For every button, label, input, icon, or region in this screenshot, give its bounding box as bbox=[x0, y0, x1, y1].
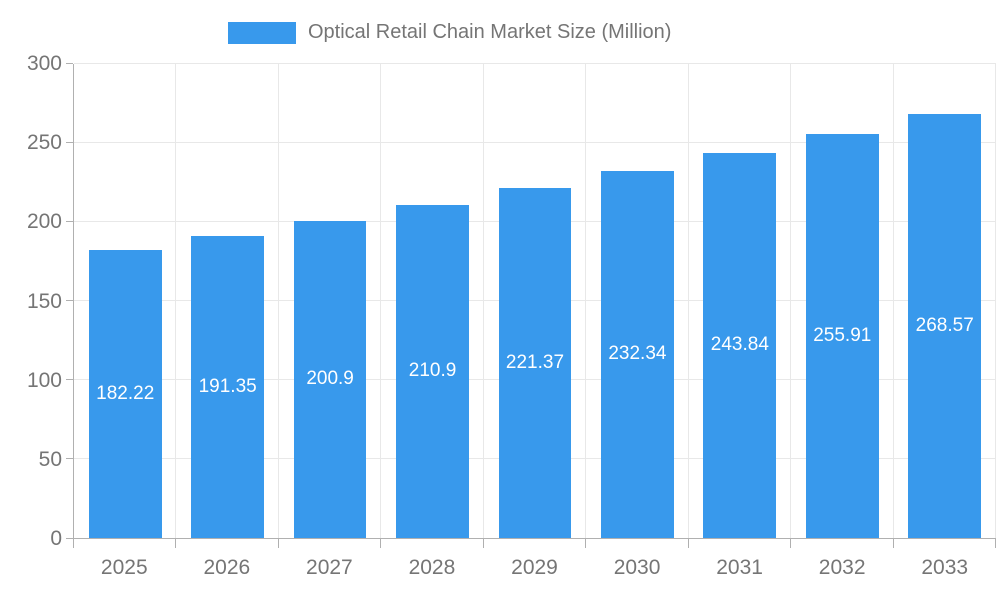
gridline-horizontal bbox=[74, 142, 996, 143]
gridline-vertical bbox=[277, 64, 279, 538]
legend-swatch bbox=[228, 21, 296, 44]
bar-slot: 268.57 bbox=[894, 64, 996, 538]
x-axis-tick bbox=[585, 539, 587, 548]
bar[interactable]: 255.91 bbox=[805, 133, 879, 538]
y-axis-label: 150 bbox=[26, 289, 62, 313]
bar[interactable]: 182.22 bbox=[88, 250, 162, 538]
x-axis-tick bbox=[892, 539, 894, 548]
bar-value-label: 182.22 bbox=[96, 383, 155, 405]
bar[interactable]: 232.34 bbox=[601, 170, 674, 538]
bar[interactable]: 268.57 bbox=[908, 113, 982, 538]
gridline-vertical bbox=[892, 64, 894, 538]
x-axis-label: 2026 bbox=[203, 556, 251, 579]
x-axis-tick bbox=[380, 539, 382, 548]
bar[interactable]: 243.84 bbox=[703, 152, 777, 538]
gridline-vertical bbox=[687, 64, 689, 538]
y-axis-tick bbox=[66, 221, 73, 223]
bar-value-label: 243.84 bbox=[710, 334, 769, 356]
gridline-vertical bbox=[482, 64, 484, 538]
gridline-vertical bbox=[995, 64, 996, 538]
x-axis-label: 2028 bbox=[408, 556, 456, 579]
x-axis-label: 2025 bbox=[100, 556, 148, 579]
plot-area: 182.22 191.35 200.9 210.9 221.37 232.34 243.84… bbox=[66, 63, 996, 548]
bar[interactable]: 221.37 bbox=[498, 188, 572, 538]
y-axis-label: 50 bbox=[38, 447, 62, 471]
y-axis-label: 0 bbox=[50, 527, 62, 550]
bar-value-label: 268.57 bbox=[915, 314, 974, 336]
bar-slot: 232.34 bbox=[586, 64, 688, 538]
y-axis-label: 250 bbox=[26, 131, 62, 155]
bar-value-label: 191.35 bbox=[198, 375, 257, 397]
y-axis-tick bbox=[66, 300, 73, 301]
x-axis-label: 2031 bbox=[716, 556, 763, 579]
x-axis-tick bbox=[73, 539, 74, 548]
x-axis-label: 2033 bbox=[921, 556, 969, 579]
bar-value-label: 255.91 bbox=[813, 324, 872, 346]
bar-value-label: 200.9 bbox=[306, 368, 354, 390]
bar[interactable]: 191.35 bbox=[191, 235, 265, 538]
y-axis-label: 300 bbox=[26, 52, 62, 75]
bar-slot: 255.91 bbox=[791, 64, 893, 538]
bar[interactable]: 200.9 bbox=[293, 220, 367, 538]
legend-label: Optical Retail Chain Market Size (Millio… bbox=[308, 21, 672, 43]
bar-value-label: 232.34 bbox=[608, 343, 667, 365]
bar-slot: 221.37 bbox=[484, 64, 586, 538]
gridline-vertical bbox=[585, 64, 587, 538]
x-axis-tick bbox=[175, 539, 177, 548]
y-axis-tick bbox=[66, 458, 73, 460]
x-axis-tick bbox=[995, 539, 996, 548]
x-axis-tick bbox=[687, 539, 689, 548]
y-axis-label: 200 bbox=[26, 210, 62, 234]
x-axis-label: 2029 bbox=[511, 556, 558, 579]
legend-item[interactable]: Optical Retail Chain Market Size (Millio… bbox=[228, 21, 671, 44]
bars-layer: 182.22 191.35 200.9 210.9 221.37 232.34 243.84… bbox=[74, 64, 996, 538]
y-axis-tick bbox=[66, 142, 73, 143]
gridline-horizontal bbox=[74, 63, 996, 64]
gridline-vertical bbox=[380, 64, 382, 538]
bar-slot: 191.35 bbox=[176, 64, 278, 538]
x-axis-label: 2030 bbox=[613, 556, 661, 579]
x-axis-label: 2027 bbox=[306, 556, 353, 579]
gridline-vertical bbox=[175, 64, 177, 538]
bar[interactable]: 210.9 bbox=[396, 204, 469, 538]
y-axis-label: 100 bbox=[26, 368, 62, 392]
bar-value-label: 210.9 bbox=[408, 360, 457, 382]
y-axis-tick bbox=[66, 63, 73, 64]
bar-slot: 200.9 bbox=[279, 64, 381, 538]
x-axis-tick bbox=[277, 539, 279, 548]
x-axis-label: 2032 bbox=[818, 556, 866, 579]
x-axis-tick bbox=[790, 539, 792, 548]
gridline-vertical bbox=[790, 64, 792, 538]
bar-slot: 182.22 bbox=[74, 64, 176, 538]
y-axis-tick bbox=[66, 379, 73, 381]
x-axis-tick bbox=[482, 539, 484, 548]
y-axis-tick bbox=[66, 538, 73, 539]
bar-value-label: 221.37 bbox=[505, 352, 565, 374]
bar-slot: 243.84 bbox=[689, 64, 791, 538]
bar-slot: 210.9 bbox=[381, 64, 483, 538]
